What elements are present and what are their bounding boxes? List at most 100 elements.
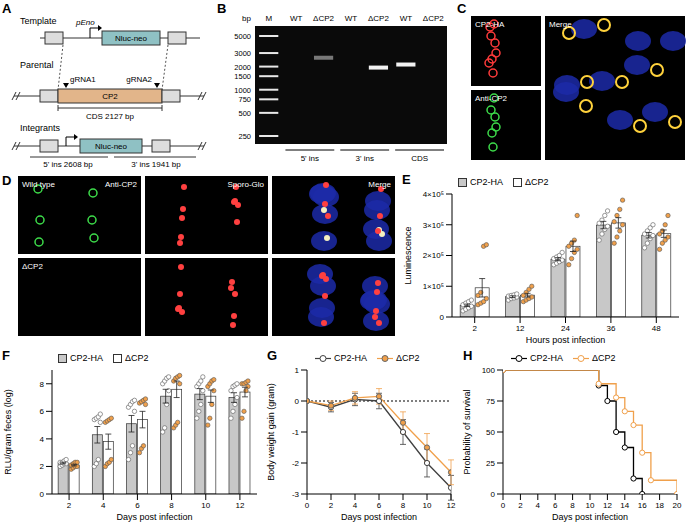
- svg-text:0: 0: [295, 397, 300, 406]
- svg-text:WT: WT: [290, 14, 303, 23]
- svg-text:0: 0: [305, 501, 310, 510]
- svg-text:5' ins 2608 bp: 5' ins 2608 bp: [43, 160, 93, 169]
- svg-text:1×10⁵: 1×10⁵: [423, 282, 444, 291]
- svg-text:Integrants: Integrants: [20, 123, 61, 133]
- svg-text:Wild type: Wild type: [22, 180, 55, 189]
- svg-text:CDS 2127 bp: CDS 2127 bp: [86, 112, 135, 121]
- svg-text:D: D: [2, 173, 11, 188]
- svg-text:6: 6: [553, 501, 558, 510]
- svg-text:A: A: [2, 1, 12, 16]
- svg-text:C: C: [457, 1, 467, 16]
- svg-text:3×10⁵: 3×10⁵: [423, 221, 444, 230]
- svg-text:3' ins 1941 bp: 3' ins 1941 bp: [131, 160, 181, 169]
- svg-text:B: B: [217, 1, 226, 16]
- svg-text:Hours post infection: Hours post infection: [526, 335, 606, 345]
- svg-text:-3: -3: [292, 490, 300, 499]
- svg-text:Sporo-Glo: Sporo-Glo: [228, 180, 265, 189]
- svg-text:10: 10: [586, 501, 595, 510]
- svg-text:RLU/gram feces (log): RLU/gram feces (log): [3, 389, 13, 475]
- svg-text:Luminescence: Luminescence: [403, 226, 413, 284]
- svg-text:2000: 2000: [234, 63, 251, 72]
- svg-text:8: 8: [40, 380, 45, 389]
- svg-text:1: 1: [295, 366, 300, 375]
- svg-text:12: 12: [235, 501, 244, 510]
- svg-text:ΔCP2: ΔCP2: [368, 14, 389, 23]
- svg-text:0: 0: [40, 490, 45, 499]
- svg-text:48: 48: [652, 324, 661, 333]
- svg-text:Merge: Merge: [549, 20, 572, 29]
- svg-text:6: 6: [377, 501, 382, 510]
- svg-text:0: 0: [440, 313, 445, 322]
- svg-text:ΔCP2: ΔCP2: [22, 262, 43, 271]
- svg-text:8: 8: [169, 501, 174, 510]
- svg-text:CP2-HA: CP2-HA: [475, 20, 505, 29]
- svg-text:-2: -2: [292, 459, 300, 468]
- svg-text:3000: 3000: [234, 49, 251, 58]
- svg-text:Nluc-neo: Nluc-neo: [115, 34, 148, 43]
- svg-text:2: 2: [472, 324, 477, 333]
- svg-text:500: 500: [238, 109, 251, 118]
- svg-text:gRNA1: gRNA1: [70, 75, 96, 84]
- svg-text:2: 2: [67, 501, 72, 510]
- svg-text:0: 0: [491, 490, 496, 499]
- svg-text:bp: bp: [242, 14, 251, 23]
- svg-text:Anti-CP2: Anti-CP2: [475, 94, 508, 103]
- svg-text:25: 25: [486, 459, 495, 468]
- svg-text:2×10⁵: 2×10⁵: [423, 251, 444, 260]
- svg-text:Days post infection: Days post infection: [552, 512, 628, 522]
- svg-text:Anti-CP2: Anti-CP2: [105, 180, 138, 189]
- svg-text:4: 4: [353, 501, 358, 510]
- svg-text:Parental: Parental: [20, 60, 54, 70]
- svg-text:Merge: Merge: [368, 180, 391, 189]
- svg-text:12: 12: [447, 501, 456, 510]
- svg-text:1000: 1000: [234, 86, 251, 95]
- svg-text:2: 2: [518, 501, 523, 510]
- svg-text:6: 6: [135, 501, 140, 510]
- svg-text:M: M: [265, 14, 272, 23]
- svg-text:Template: Template: [20, 16, 57, 26]
- svg-text:ΔCP2: ΔCP2: [423, 14, 444, 23]
- svg-text:16: 16: [638, 501, 647, 510]
- svg-text:pEno: pEno: [75, 18, 95, 27]
- svg-text:8: 8: [570, 501, 575, 510]
- svg-text:20: 20: [673, 501, 682, 510]
- svg-text:1500: 1500: [234, 72, 251, 81]
- svg-text:CP2: CP2: [102, 92, 118, 101]
- svg-text:0: 0: [501, 501, 506, 510]
- svg-text:4×10⁵: 4×10⁵: [423, 190, 444, 199]
- svg-text:12: 12: [603, 501, 612, 510]
- svg-text:ΔCP2: ΔCP2: [313, 14, 334, 23]
- svg-text:3' ins: 3' ins: [355, 154, 373, 163]
- svg-text:CDS: CDS: [411, 154, 428, 163]
- svg-text:-1: -1: [292, 428, 300, 437]
- svg-text:6: 6: [40, 407, 45, 416]
- svg-text:Probability of survival: Probability of survival: [462, 389, 472, 474]
- svg-text:4: 4: [101, 501, 106, 510]
- svg-text:750: 750: [238, 95, 251, 104]
- svg-text:14: 14: [620, 501, 629, 510]
- svg-text:4: 4: [40, 435, 45, 444]
- svg-text:Days post infection: Days post infection: [116, 512, 192, 522]
- svg-text:36: 36: [606, 324, 615, 333]
- svg-text:2: 2: [329, 501, 334, 510]
- svg-text:250: 250: [238, 132, 251, 141]
- svg-text:Nluc-neo: Nluc-neo: [95, 142, 128, 151]
- svg-text:5000: 5000: [234, 32, 251, 41]
- svg-text:5' ins: 5' ins: [301, 154, 319, 163]
- svg-text:8: 8: [401, 501, 406, 510]
- svg-text:WT: WT: [345, 14, 358, 23]
- svg-text:WT: WT: [400, 14, 413, 23]
- svg-text:4: 4: [536, 501, 541, 510]
- svg-text:50: 50: [486, 428, 495, 437]
- svg-text:2: 2: [40, 462, 45, 471]
- svg-text:Body weight gain (gram): Body weight gain (gram): [266, 383, 276, 481]
- svg-text:10: 10: [423, 501, 432, 510]
- svg-text:18: 18: [655, 501, 664, 510]
- svg-text:12: 12: [516, 324, 525, 333]
- svg-text:75: 75: [486, 397, 495, 406]
- svg-text:100: 100: [482, 366, 496, 375]
- svg-text:10: 10: [201, 501, 210, 510]
- svg-text:Days post infection: Days post infection: [341, 512, 417, 522]
- svg-text:gRNA2: gRNA2: [126, 75, 152, 84]
- svg-text:24: 24: [561, 324, 570, 333]
